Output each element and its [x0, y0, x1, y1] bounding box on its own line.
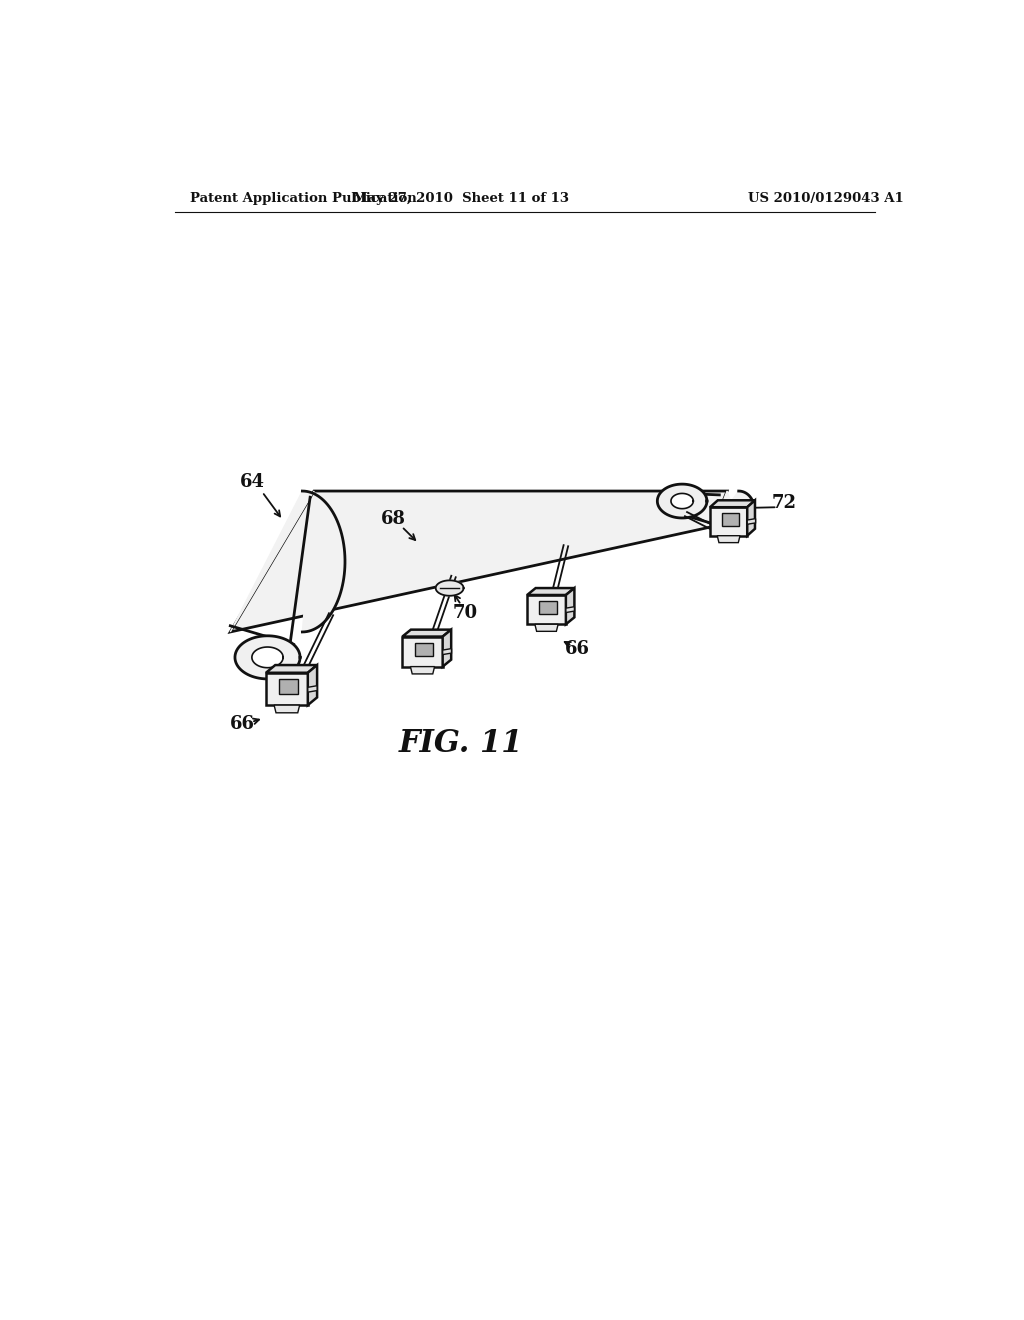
Polygon shape [252, 647, 283, 668]
Polygon shape [279, 680, 298, 694]
Polygon shape [717, 536, 740, 543]
Polygon shape [274, 705, 300, 713]
Text: 66: 66 [230, 715, 255, 734]
Text: 66: 66 [565, 640, 590, 657]
Polygon shape [402, 636, 442, 667]
Polygon shape [442, 648, 452, 655]
Polygon shape [230, 491, 727, 632]
Polygon shape [402, 630, 452, 636]
Polygon shape [710, 500, 755, 507]
Polygon shape [527, 589, 574, 595]
Polygon shape [671, 494, 693, 508]
Text: Patent Application Publication: Patent Application Publication [190, 191, 417, 205]
Polygon shape [230, 491, 345, 632]
Polygon shape [566, 589, 574, 624]
Polygon shape [234, 636, 300, 678]
Polygon shape [535, 624, 558, 631]
Text: 68: 68 [381, 510, 407, 528]
Polygon shape [748, 519, 756, 524]
Polygon shape [527, 595, 566, 624]
Polygon shape [722, 513, 738, 525]
Polygon shape [266, 665, 317, 673]
Text: 64: 64 [240, 473, 264, 491]
Polygon shape [436, 581, 464, 595]
Polygon shape [566, 607, 574, 612]
Polygon shape [415, 643, 433, 656]
Polygon shape [411, 667, 434, 675]
Polygon shape [713, 491, 755, 527]
Polygon shape [266, 673, 308, 705]
Text: US 2010/0129043 A1: US 2010/0129043 A1 [748, 191, 903, 205]
Polygon shape [308, 665, 317, 705]
Polygon shape [540, 601, 557, 614]
Polygon shape [308, 685, 317, 692]
Polygon shape [442, 630, 452, 667]
Text: May 27, 2010  Sheet 11 of 13: May 27, 2010 Sheet 11 of 13 [353, 191, 569, 205]
Text: 70: 70 [453, 603, 477, 622]
Text: FIG. 11: FIG. 11 [399, 729, 523, 759]
Text: 72: 72 [772, 495, 797, 512]
Polygon shape [657, 484, 707, 517]
Polygon shape [710, 507, 748, 536]
Polygon shape [748, 500, 755, 536]
